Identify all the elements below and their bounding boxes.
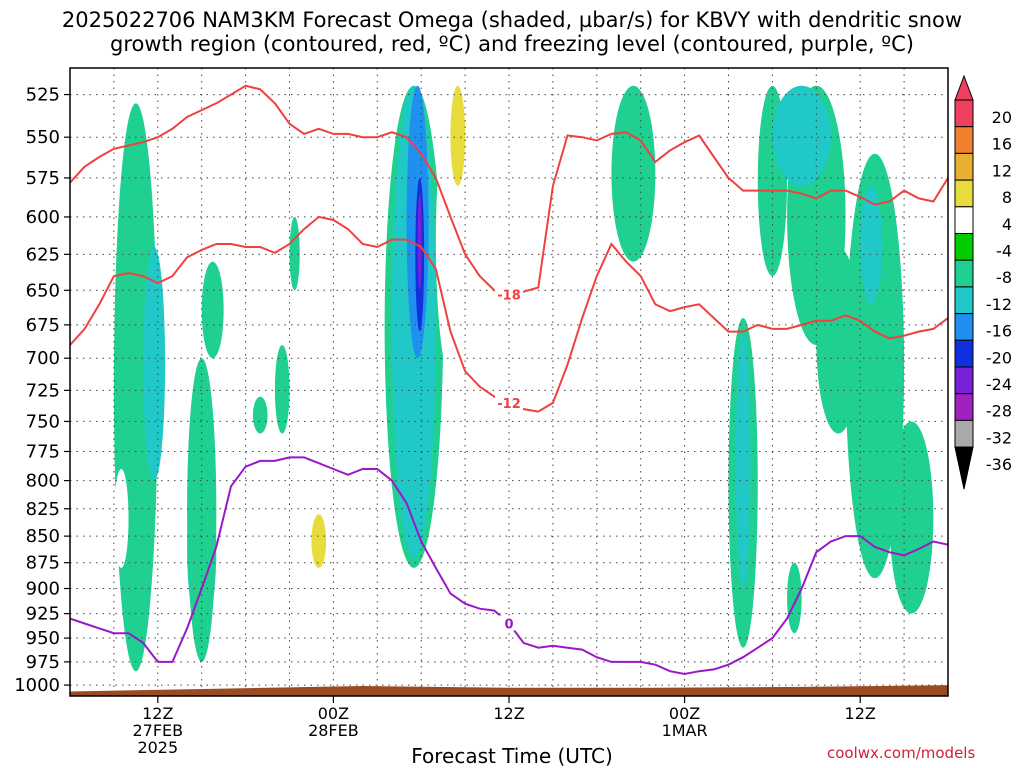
omega-region bbox=[289, 216, 300, 291]
colorbar-segment bbox=[954, 233, 974, 261]
y-tick-label: 1000 bbox=[14, 675, 60, 696]
colorbar-bottom-arrow bbox=[954, 446, 974, 490]
colorbar-label: 12 bbox=[992, 161, 1012, 180]
y-tick-label: 900 bbox=[26, 579, 60, 600]
x-tick-label: 00Z bbox=[318, 704, 349, 723]
omega-region bbox=[735, 331, 751, 589]
y-axis-ticks: 525 550 575 600 625 650 675 700 725 750 775 800 825 8… bbox=[14, 85, 70, 696]
y-tick-label: 750 bbox=[26, 411, 60, 432]
x-tick-label: 27FEB bbox=[132, 721, 183, 740]
omega-region bbox=[450, 85, 466, 186]
x-tick-label: 12Z bbox=[142, 704, 173, 723]
colorbar-segment bbox=[954, 179, 974, 208]
colorbar-label: -8 bbox=[996, 268, 1012, 287]
omega-shading bbox=[91, 85, 934, 672]
omega-region bbox=[176, 567, 188, 629]
colorbar-label: -16 bbox=[986, 322, 1012, 341]
y-tick-label: 800 bbox=[26, 471, 60, 492]
site-credit: coolwx.com/models bbox=[827, 744, 976, 762]
colorbar-label: 20 bbox=[992, 108, 1012, 127]
y-tick-label: 575 bbox=[26, 168, 60, 189]
y-tick-label: 650 bbox=[26, 280, 60, 301]
x-tick-label: 2025 bbox=[137, 738, 178, 757]
colorbar-segment bbox=[954, 259, 974, 288]
y-tick-label: 975 bbox=[26, 652, 60, 673]
omega-region bbox=[201, 261, 224, 359]
ground-fill bbox=[70, 685, 948, 696]
colorbar: 20 16 12 8 4 -4 -8 -12 -16 -20 -24 -28 -32 -36 bbox=[954, 74, 1012, 490]
ground-surface bbox=[70, 685, 948, 696]
y-tick-label: 550 bbox=[26, 127, 60, 148]
contour-label-bg bbox=[495, 286, 523, 302]
colorbar-label: -12 bbox=[986, 295, 1012, 314]
colorbar-label: -36 bbox=[986, 455, 1012, 474]
y-tick-label: 775 bbox=[26, 441, 60, 462]
chart-title-line2: growth region (contoured, red, ºC) and f… bbox=[110, 32, 914, 56]
omega-region bbox=[91, 345, 103, 434]
x-tick-label: 12Z bbox=[493, 704, 524, 723]
y-tick-label: 625 bbox=[26, 244, 60, 265]
colorbar-label: -28 bbox=[986, 402, 1012, 421]
colorbar-label: -24 bbox=[986, 375, 1012, 394]
colorbar-label: -20 bbox=[986, 348, 1012, 367]
y-tick-label: 825 bbox=[26, 499, 60, 520]
omega-region bbox=[889, 421, 934, 614]
y-tick-label: 850 bbox=[26, 526, 60, 547]
omega-region bbox=[311, 514, 327, 568]
colorbar-label: -32 bbox=[986, 428, 1012, 447]
colorbar-segment bbox=[954, 393, 974, 421]
contour-lines: -18 -12 0 bbox=[69, 84, 949, 676]
x-axis-title: Forecast Time (UTC) bbox=[411, 744, 613, 768]
omega-region bbox=[611, 85, 656, 262]
colorbar-segment bbox=[954, 126, 974, 154]
x-tick-label: 12Z bbox=[845, 704, 876, 723]
colorbar-top-arrow bbox=[954, 74, 974, 101]
y-tick-label: 925 bbox=[26, 604, 60, 625]
contour-label-bg bbox=[495, 394, 523, 410]
y-tick-label: 700 bbox=[26, 348, 60, 369]
colorbar-label: -4 bbox=[996, 242, 1012, 261]
contour-label-bg bbox=[495, 615, 523, 631]
y-tick-label: 725 bbox=[26, 380, 60, 401]
omega-region bbox=[304, 290, 315, 434]
omega-region bbox=[304, 137, 310, 186]
omega-region bbox=[252, 396, 268, 434]
omega-region bbox=[113, 469, 129, 568]
omega-region bbox=[508, 433, 641, 643]
omega-region bbox=[417, 193, 422, 291]
contour-label: -18 bbox=[497, 289, 521, 304]
colorbar-segment bbox=[954, 152, 974, 181]
colorbar-segment bbox=[954, 313, 974, 341]
omega-region bbox=[787, 562, 802, 634]
omega-region bbox=[860, 185, 883, 305]
x-tick-label: 28FEB bbox=[308, 721, 359, 740]
y-tick-label: 950 bbox=[26, 628, 60, 649]
colorbar-segment bbox=[954, 99, 974, 128]
colorbar-label: 8 bbox=[1002, 188, 1012, 207]
omega-region bbox=[772, 85, 831, 186]
y-tick-label: 600 bbox=[26, 207, 60, 228]
contour-label: -12 bbox=[497, 397, 521, 412]
x-tick-label: 00Z bbox=[669, 704, 700, 723]
colorbar-label: 16 bbox=[992, 135, 1012, 154]
omega-region bbox=[274, 345, 290, 434]
colorbar-segment bbox=[954, 419, 974, 448]
colorbar-label: 4 bbox=[1002, 215, 1012, 234]
colorbar-segment bbox=[954, 366, 974, 395]
y-tick-label: 525 bbox=[26, 85, 60, 106]
y-tick-label: 875 bbox=[26, 553, 60, 574]
colorbar-segment bbox=[954, 286, 974, 315]
omega-region bbox=[143, 246, 166, 481]
colorbar-segment bbox=[954, 339, 974, 368]
chart-title-line1: 2025022706 NAM3KM Forecast Omega (shaded… bbox=[61, 8, 963, 32]
x-tick-label: 1MAR bbox=[662, 721, 708, 740]
contour-label: 0 bbox=[504, 617, 513, 632]
colorbar-segment bbox=[954, 206, 974, 235]
y-tick-label: 675 bbox=[26, 315, 60, 336]
